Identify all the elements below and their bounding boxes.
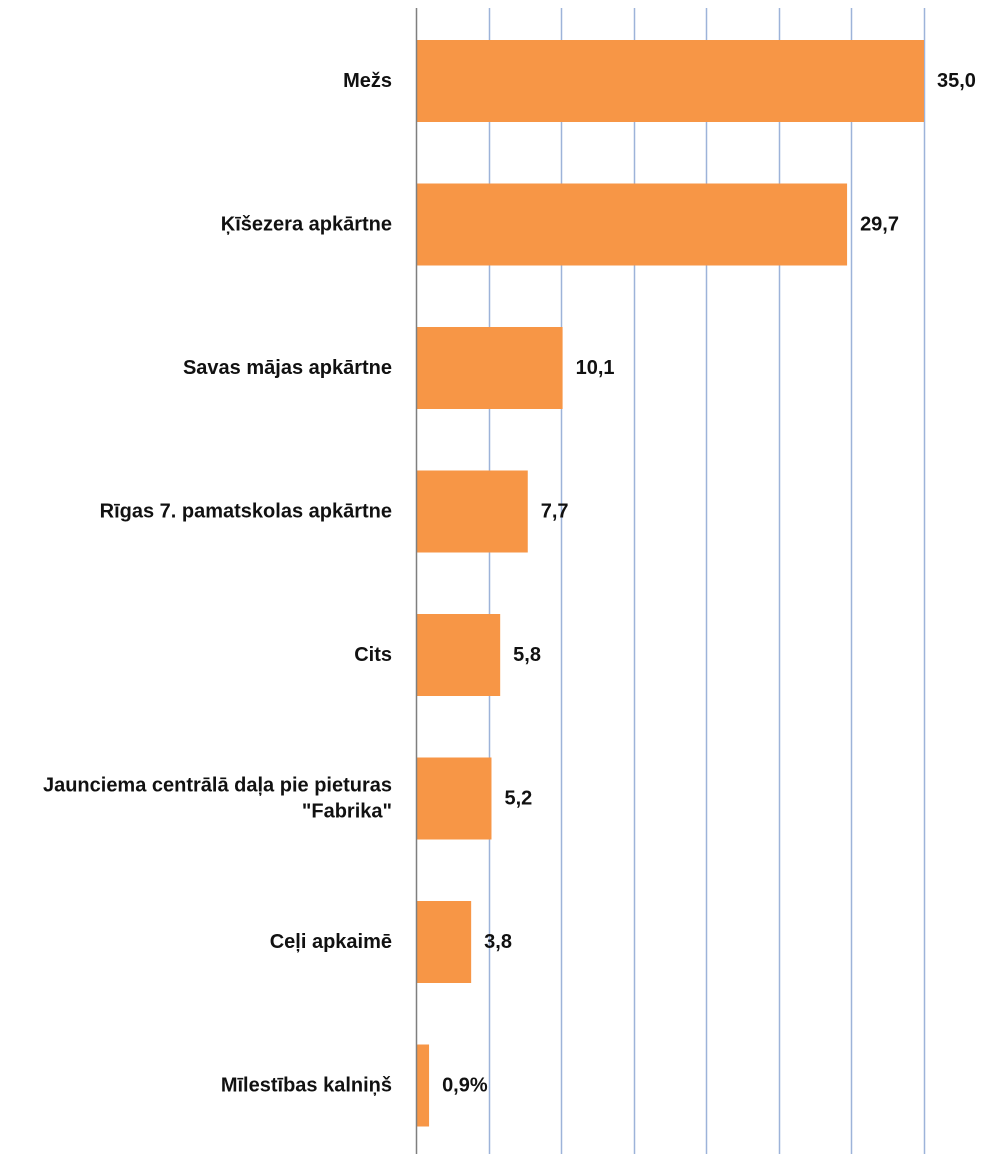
value-label-5: 5,8 (513, 644, 541, 666)
bar-5 (416, 614, 501, 696)
category-label-7: Ceļi apkaimē (270, 931, 392, 953)
bar-8 (416, 1044, 430, 1127)
bar-1 (416, 40, 924, 122)
value-label-4: 7,7 (541, 501, 569, 523)
category-label-5: Cits (354, 644, 392, 666)
value-label-2: 29,7 (860, 214, 899, 236)
category-label-8: Mīlestības kalniņš (221, 1075, 392, 1097)
bar-3 (416, 327, 563, 409)
bar-4 (416, 470, 528, 553)
bar-2 (416, 183, 848, 266)
value-label-1: 35,0 (937, 70, 976, 92)
category-label-2: Ķīšezera apkārtne (221, 214, 392, 236)
label-layer: Mežs 35,0 Ķīšezera apkārtne 29,7 Savas mājas… (43, 70, 976, 1097)
category-label-1: Mežs (343, 70, 392, 92)
category-label-6: Jaunciema centrālā daļa pie pieturas "Fab… (43, 775, 392, 823)
category-label-3: Savas mājas apkārtne (183, 357, 392, 379)
category-label-4: Rīgas 7. pamatskolas apkārtne (100, 501, 392, 523)
bar-layer (416, 40, 924, 1127)
bar-7 (416, 901, 472, 983)
value-label-3: 10,1 (576, 357, 615, 379)
grid-layer (488, 8, 926, 1154)
bar-6 (416, 757, 492, 840)
value-label-7: 3,8 (484, 931, 512, 953)
value-label-6: 5,2 (504, 788, 532, 810)
value-label-8: 0,9% (442, 1075, 488, 1097)
